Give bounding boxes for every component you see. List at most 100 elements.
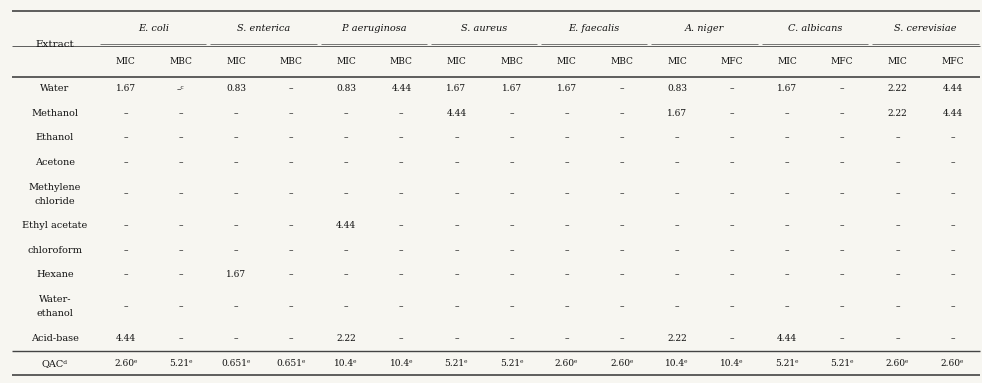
Text: –: – (620, 109, 624, 118)
Text: 0.83: 0.83 (226, 84, 246, 93)
Text: –: – (124, 158, 128, 167)
Text: –: – (785, 270, 790, 280)
Text: –: – (730, 133, 735, 142)
Text: –: – (896, 158, 900, 167)
Text: –: – (455, 133, 459, 142)
Text: –: – (289, 133, 294, 142)
Text: 10.4ᵉ: 10.4ᵉ (390, 358, 413, 368)
Text: –: – (179, 109, 183, 118)
Text: –: – (840, 270, 845, 280)
Text: E. coli: E. coli (137, 24, 169, 33)
Text: –: – (510, 246, 514, 255)
Text: –: – (510, 270, 514, 280)
Text: MIC: MIC (778, 57, 797, 66)
Text: –: – (785, 158, 790, 167)
Text: –: – (730, 270, 735, 280)
Text: –: – (399, 270, 404, 280)
Text: –: – (620, 84, 624, 93)
Text: –: – (620, 246, 624, 255)
Text: –: – (124, 302, 128, 311)
Text: MIC: MIC (667, 57, 686, 66)
Text: –: – (951, 270, 955, 280)
Text: S. enterica: S. enterica (237, 24, 290, 33)
Text: 0.83: 0.83 (667, 84, 686, 93)
Text: chloride: chloride (34, 197, 76, 206)
Text: 5.21ᵉ: 5.21ᵉ (831, 358, 854, 368)
Text: –: – (840, 133, 845, 142)
Text: –: – (785, 109, 790, 118)
Text: C. albicans: C. albicans (788, 24, 842, 33)
Text: S. aureus: S. aureus (461, 24, 507, 33)
Text: MIC: MIC (116, 57, 136, 66)
Text: S. cerevisiae: S. cerevisiae (894, 24, 956, 33)
Text: –: – (730, 246, 735, 255)
Text: –: – (399, 190, 404, 199)
Text: –: – (675, 158, 680, 167)
Text: MIC: MIC (557, 57, 576, 66)
Text: –: – (399, 109, 404, 118)
Text: –: – (179, 270, 183, 280)
Text: Extract: Extract (35, 39, 75, 49)
Text: 1.67: 1.67 (667, 109, 687, 118)
Text: –: – (785, 190, 790, 199)
Text: –: – (124, 109, 128, 118)
Text: –: – (234, 334, 239, 343)
Text: –: – (234, 246, 239, 255)
Text: Water-: Water- (38, 295, 72, 304)
Text: chloroform: chloroform (27, 246, 82, 255)
Text: 10.4ᵉ: 10.4ᵉ (665, 358, 688, 368)
Text: Acetone: Acetone (35, 158, 75, 167)
Text: –: – (620, 302, 624, 311)
Text: 2.22: 2.22 (888, 109, 907, 118)
Text: –: – (730, 334, 735, 343)
Text: –: – (565, 158, 569, 167)
Text: –: – (840, 246, 845, 255)
Text: –: – (124, 221, 128, 231)
Text: 1.67: 1.67 (116, 84, 136, 93)
Text: –: – (455, 246, 459, 255)
Text: –: – (565, 334, 569, 343)
Text: 5.21ᵉ: 5.21ᵉ (776, 358, 799, 368)
Text: –: – (730, 221, 735, 231)
Text: –: – (455, 302, 459, 311)
Text: –ᶜ: –ᶜ (177, 84, 185, 93)
Text: –: – (289, 246, 294, 255)
Text: –: – (620, 221, 624, 231)
Text: –: – (344, 302, 349, 311)
Text: –: – (179, 133, 183, 142)
Text: –: – (289, 84, 294, 93)
Text: A. niger: A. niger (684, 24, 724, 33)
Text: MBC: MBC (170, 57, 192, 66)
Text: –: – (510, 302, 514, 311)
Text: –: – (289, 270, 294, 280)
Text: 4.44: 4.44 (943, 84, 962, 93)
Text: Ethyl acetate: Ethyl acetate (23, 221, 87, 231)
Text: MIC: MIC (888, 57, 907, 66)
Text: –: – (896, 334, 900, 343)
Text: –: – (510, 190, 514, 199)
Text: –: – (455, 158, 459, 167)
Text: –: – (840, 190, 845, 199)
Text: –: – (730, 302, 735, 311)
Text: –: – (179, 190, 183, 199)
Text: –: – (455, 190, 459, 199)
Text: –: – (620, 190, 624, 199)
Text: –: – (124, 190, 128, 199)
Text: –: – (730, 84, 735, 93)
Text: –: – (399, 133, 404, 142)
Text: –: – (620, 334, 624, 343)
Text: 1.67: 1.67 (777, 84, 797, 93)
Text: –: – (675, 246, 680, 255)
Text: –: – (785, 133, 790, 142)
Text: 0.83: 0.83 (336, 84, 356, 93)
Text: –: – (951, 158, 955, 167)
Text: –: – (565, 133, 569, 142)
Text: 1.67: 1.67 (226, 270, 246, 280)
Text: –: – (344, 246, 349, 255)
Text: –: – (179, 158, 183, 167)
Text: –: – (840, 334, 845, 343)
Text: 5.21ᵉ: 5.21ᵉ (445, 358, 468, 368)
Text: –: – (785, 246, 790, 255)
Text: MIC: MIC (337, 57, 356, 66)
Text: –: – (565, 221, 569, 231)
